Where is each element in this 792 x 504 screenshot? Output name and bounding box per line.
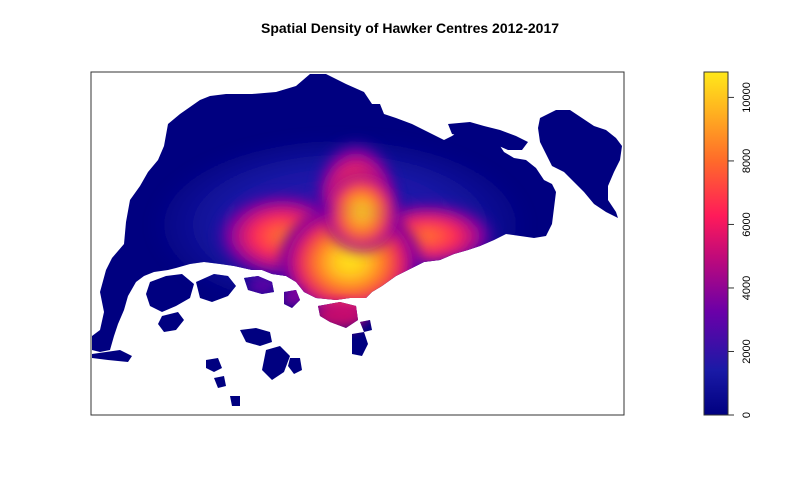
colorbar-tick-label: 2000 bbox=[741, 339, 753, 363]
density-southwest-island bbox=[246, 277, 278, 295]
colorbar-tick-label: 10000 bbox=[741, 82, 753, 113]
colorbar-axis: 0 2000 4000 6000 8000 10000 bbox=[728, 82, 753, 418]
colorbar-tick-label: 4000 bbox=[741, 276, 753, 300]
colorbar-tick-label: 0 bbox=[741, 412, 753, 418]
colorbar-tick-label: 8000 bbox=[741, 149, 753, 173]
density-upper-hotspot bbox=[322, 170, 402, 254]
chart-title: Spatial Density of Hawker Centres 2012-2… bbox=[260, 20, 560, 36]
colorbar-tick-label: 6000 bbox=[741, 212, 753, 236]
density-south-island bbox=[282, 289, 302, 307]
colorbar bbox=[703, 71, 729, 416]
